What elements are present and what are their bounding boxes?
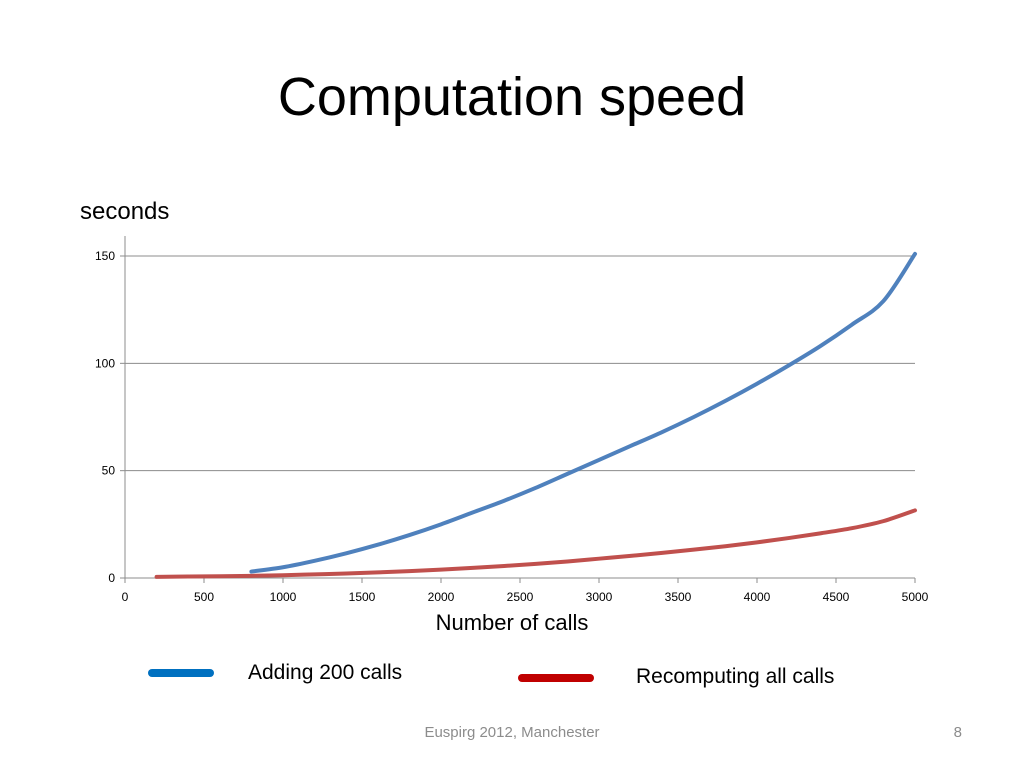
series-line-1 [154,508,917,579]
xtick-label: 2000 [428,590,455,604]
xtick-label: 4500 [823,590,850,604]
xtick-label: 500 [194,590,214,604]
series-lines [154,251,917,579]
xtick-label: 3000 [586,590,613,604]
slide-title: Computation speed [277,67,747,127]
ytick-label: 150 [95,249,115,263]
xtick-label: 1000 [270,590,297,604]
xtick-label: 2500 [507,590,534,604]
page-number: 8 [953,724,962,741]
series-line-0 [249,251,917,574]
ytick-label: 100 [95,356,115,370]
xtick-label: 5000 [902,590,929,604]
legend-label-adding: Adding 200 calls [248,661,403,684]
legend-swatch-recomputing [518,674,594,682]
x-axis-label: Number of calls [435,610,589,635]
xtick-label: 0 [122,590,129,604]
legend-swatch-adding [148,669,214,677]
footer-text: Euspirg 2012, Manchester [424,724,600,741]
legend-label-recomputing: Recomputing all calls [636,665,835,688]
ytick-label: 50 [102,464,116,478]
ytick-label: 0 [108,571,115,585]
xtick-label: 3500 [665,590,692,604]
xtick-label: 4000 [744,590,771,604]
axes [120,236,916,583]
y-axis-label: seconds [80,198,170,225]
xtick-label: 1500 [349,590,376,604]
gridlines [125,255,915,472]
